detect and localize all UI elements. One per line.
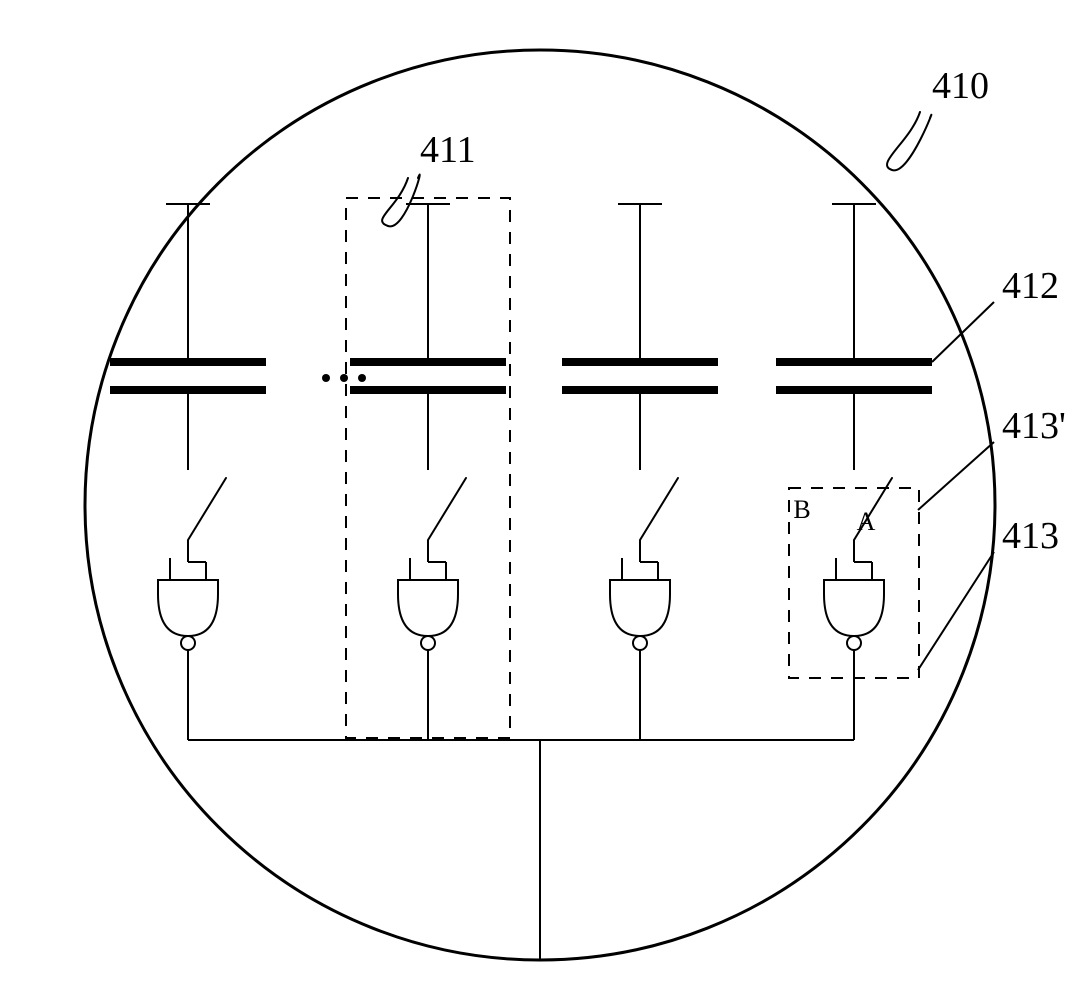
leader-411 (382, 175, 420, 227)
label-410: 410 (932, 65, 989, 107)
port-label-b: B (793, 495, 810, 524)
ellipsis-dot (340, 374, 348, 382)
nand-gate (398, 580, 458, 636)
nand-gate (158, 580, 218, 636)
inversion-bubble (847, 636, 861, 650)
label-412: 412 (1002, 265, 1059, 307)
inversion-bubble (633, 636, 647, 650)
ellipsis-dot (358, 374, 366, 382)
ellipsis-dot (322, 374, 330, 382)
switch-arm (188, 478, 226, 540)
inversion-bubble (421, 636, 435, 650)
label-413-prime: 413' (1002, 405, 1066, 447)
switch-arm (428, 478, 466, 540)
label-413: 413 (1002, 515, 1059, 557)
leader-410 (887, 112, 931, 170)
label-411: 411 (420, 129, 476, 171)
leader-412 (932, 302, 994, 362)
nand-gate (610, 580, 670, 636)
diagram-svg: A B 410 411 412 413' 413 (0, 0, 1086, 982)
port-label-a: A (857, 507, 876, 536)
inversion-bubble (181, 636, 195, 650)
switch-arm (640, 478, 678, 540)
nand-gate (824, 580, 884, 636)
diagram-canvas: A B 410 411 412 413' 413 (0, 0, 1086, 982)
leader-413-prime (918, 442, 994, 510)
